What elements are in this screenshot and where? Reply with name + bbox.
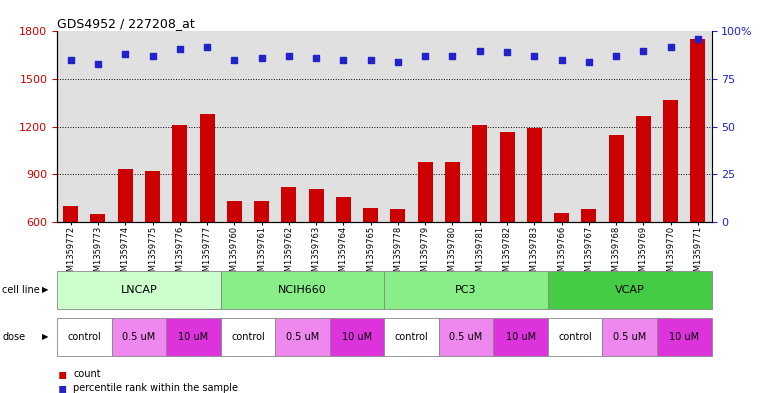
Text: 10 uM: 10 uM (669, 332, 699, 342)
Text: PC3: PC3 (455, 285, 477, 295)
Text: 10 uM: 10 uM (178, 332, 209, 342)
Point (528, 53, 540, 59)
Bar (63, 206, 78, 317)
Text: 0.5 uM: 0.5 uM (450, 332, 482, 342)
Bar (439, 31, 466, 222)
Point (447, 53, 459, 59)
Bar (521, 31, 548, 222)
Bar (357, 31, 384, 222)
Point (228, 57, 240, 63)
Bar (554, 213, 569, 317)
Bar (227, 201, 242, 317)
Bar (384, 31, 412, 222)
Point (365, 57, 377, 63)
Bar (412, 31, 439, 222)
Text: GDS4952 / 227208_at: GDS4952 / 227208_at (57, 17, 195, 30)
Text: 0.5 uM: 0.5 uM (286, 332, 319, 342)
Point (283, 53, 295, 59)
Bar (548, 31, 575, 222)
Bar (390, 209, 406, 317)
Bar (112, 31, 139, 222)
Bar (118, 169, 132, 317)
Point (337, 57, 349, 63)
Bar (636, 116, 651, 317)
Text: count: count (73, 369, 100, 379)
Text: control: control (559, 332, 592, 342)
Text: 0.5 uM: 0.5 uM (613, 332, 646, 342)
Text: ▪: ▪ (58, 367, 67, 381)
Bar (91, 215, 106, 317)
Bar (145, 171, 160, 317)
Point (637, 47, 649, 53)
Bar (84, 31, 112, 222)
Bar (473, 125, 487, 317)
Bar (575, 31, 603, 222)
Point (473, 47, 486, 53)
Text: control: control (68, 332, 101, 342)
Text: 10 uM: 10 uM (342, 332, 372, 342)
Point (556, 57, 568, 63)
Point (610, 53, 622, 59)
Bar (309, 189, 323, 317)
Text: ▶: ▶ (43, 332, 49, 342)
Bar (527, 129, 542, 317)
Bar (139, 31, 166, 222)
Bar (221, 31, 248, 222)
Point (174, 46, 186, 52)
Bar (493, 31, 521, 222)
Text: 10 uM: 10 uM (505, 332, 536, 342)
Point (146, 53, 158, 59)
Point (92, 61, 104, 67)
Bar (166, 31, 193, 222)
Bar (657, 31, 684, 222)
Point (256, 55, 268, 61)
Bar (466, 31, 493, 222)
Bar (193, 31, 221, 222)
Text: percentile rank within the sample: percentile rank within the sample (73, 383, 238, 393)
Point (65, 57, 77, 63)
Bar (609, 135, 623, 317)
Text: ▪: ▪ (58, 381, 67, 393)
Bar (275, 31, 303, 222)
Bar (684, 31, 712, 222)
Text: dose: dose (2, 332, 25, 342)
Bar (499, 132, 514, 317)
Text: LNCAP: LNCAP (120, 285, 158, 295)
Point (201, 44, 213, 50)
Point (310, 55, 322, 61)
Bar (172, 125, 187, 317)
Point (119, 51, 132, 57)
Bar (336, 196, 351, 317)
Bar (603, 31, 630, 222)
Text: VCAP: VCAP (615, 285, 645, 295)
Point (501, 49, 513, 55)
Bar (445, 162, 460, 317)
Text: ▶: ▶ (43, 285, 49, 294)
Bar (690, 39, 705, 317)
Point (664, 44, 677, 50)
Bar (330, 31, 357, 222)
Bar (248, 31, 275, 222)
Bar (254, 201, 269, 317)
Text: 0.5 uM: 0.5 uM (123, 332, 155, 342)
Bar (630, 31, 657, 222)
Text: control: control (231, 332, 265, 342)
Text: cell line: cell line (2, 285, 40, 295)
Bar (57, 31, 84, 222)
Bar (363, 208, 378, 317)
Bar (581, 209, 597, 317)
Point (419, 53, 431, 59)
Bar (418, 162, 433, 317)
Point (692, 36, 704, 42)
Bar (282, 187, 296, 317)
Text: control: control (395, 332, 428, 342)
Bar (303, 31, 330, 222)
Bar (663, 100, 678, 317)
Bar (199, 114, 215, 317)
Text: NCIH660: NCIH660 (278, 285, 327, 295)
Point (583, 59, 595, 65)
Point (392, 59, 404, 65)
